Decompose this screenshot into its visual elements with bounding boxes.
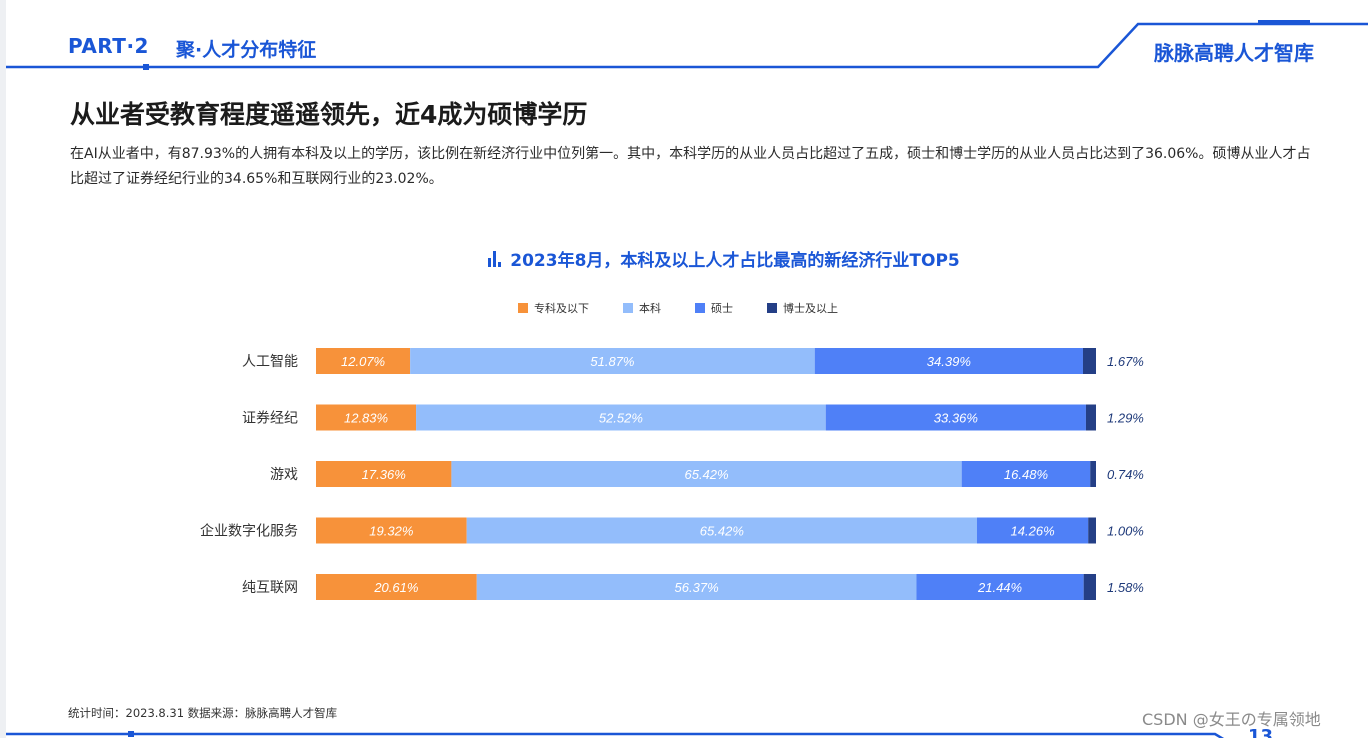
data-label: 1.29% [1107, 411, 1144, 426]
legend-swatch [695, 303, 705, 313]
brand-logo-text: 脉脉高聘人才智库 [1154, 41, 1314, 65]
legend-item: 硕士 [695, 300, 733, 316]
bar-segment [316, 404, 417, 431]
legend-swatch [767, 303, 777, 313]
data-label: 14.26% [1011, 524, 1055, 539]
bar-segment [316, 574, 477, 600]
section-title: 聚·人才分布特征 [176, 39, 317, 61]
data-label: 52.52% [599, 411, 643, 426]
bar-segment [451, 461, 962, 487]
bar-segment [1083, 574, 1096, 600]
legend-label: 硕士 [711, 302, 733, 315]
bar-segment [410, 348, 815, 374]
data-label: 56.37% [675, 580, 719, 595]
data-label: 1.67% [1107, 354, 1144, 369]
legend-label: 专科及以下 [534, 302, 589, 315]
bar-segment [476, 574, 917, 600]
data-label: 21.44% [977, 580, 1022, 595]
legend-item: 博士及以上 [767, 300, 838, 316]
chart-legend: 专科及以下 本科 硕士 博士及以上 [518, 300, 872, 316]
legend-swatch [623, 303, 633, 313]
bar-chart-icon [488, 251, 504, 267]
legend-swatch [518, 303, 528, 313]
chart-title-text: 2023年8月，本科及以上人才占比最高的新经济行业TOP5 [510, 251, 960, 271]
bar-segment [316, 517, 467, 544]
category-label: 人工智能 [242, 354, 298, 370]
part-label: PART·2 [68, 34, 149, 58]
legend-item: 本科 [623, 300, 661, 316]
data-label: 16.48% [1004, 467, 1048, 482]
data-label: 51.87% [590, 354, 634, 369]
category-label: 游戏 [270, 467, 298, 483]
data-label: 34.39% [927, 354, 971, 369]
page-headline: 从业者受教育程度遥遥领先，近4成为硕博学历 [70, 100, 588, 129]
page-edge [0, 0, 6, 738]
bar-segment [1090, 461, 1096, 487]
category-label: 企业数字化服务 [200, 523, 298, 540]
chart-title: 2023年8月，本科及以上人才占比最高的新经济行业TOP5 [0, 246, 1368, 271]
bar-segment [976, 517, 1089, 544]
bar-segment [1085, 404, 1096, 431]
legend-label: 本科 [639, 302, 661, 315]
bar-segment [814, 348, 1083, 374]
legend-label: 博士及以上 [783, 302, 838, 315]
bar-segment [416, 404, 826, 431]
data-label: 12.83% [344, 411, 388, 426]
data-label: 65.42% [700, 524, 744, 539]
bar-segment [466, 517, 977, 544]
bar-segment [316, 461, 452, 487]
bar-segment [1082, 348, 1096, 374]
footer-source-note: 统计时间：2023.8.31 数据来源：脉脉高聘人才智库 [68, 706, 338, 720]
bar-segment [916, 574, 1084, 600]
category-label: 纯互联网 [242, 580, 298, 596]
data-label: 1.00% [1107, 524, 1144, 539]
page-number: 13 [1248, 726, 1274, 738]
bar-segment [961, 461, 1091, 487]
category-label: 证券经纪 [242, 411, 298, 427]
data-label: 20.61% [373, 580, 418, 595]
bar-segment [1088, 517, 1096, 544]
data-label: 33.36% [934, 411, 978, 426]
data-label: 0.74% [1107, 467, 1144, 482]
data-label: 1.58% [1107, 580, 1144, 595]
data-label: 19.32% [369, 524, 413, 539]
intro-paragraph: 在AI从业者中，有87.93%的人拥有本科及以上的学历，该比例在新经济行业中位列… [70, 146, 1311, 187]
data-label: 65.42% [684, 467, 728, 482]
data-label: 17.36% [362, 467, 406, 482]
data-label: 12.07% [341, 354, 385, 369]
bar-segment [316, 348, 411, 374]
watermark: CSDN @女王の专属领地 [1142, 710, 1321, 729]
legend-item: 专科及以下 [518, 300, 589, 316]
bar-segment [825, 404, 1086, 431]
